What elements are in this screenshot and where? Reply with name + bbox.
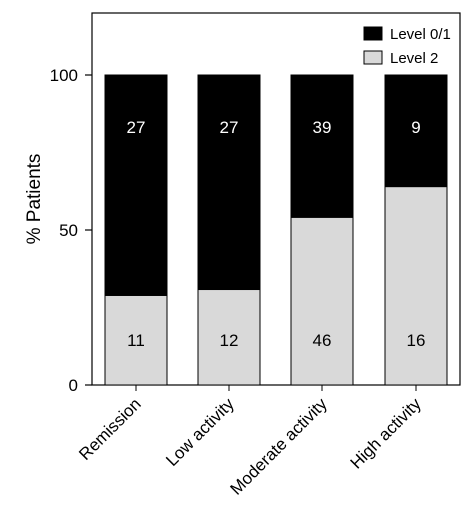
plot-frame [91,12,461,386]
legend-swatch-level-2 [363,50,383,65]
y-axis-label: % Patients [24,154,45,245]
legend: Level 0/1 Level 2 [363,26,451,67]
bar-segment-level-0-1-1 [197,74,261,291]
x-tick-label-0: Remission [75,394,145,464]
bar-segment-level-2-1 [197,289,261,386]
data-label-level-0-1-2: 39 [313,118,332,137]
x-tick-label-3: High activity [347,394,426,473]
legend-swatch-level-0-1 [363,26,383,41]
data-label-level-2-0: 11 [127,331,145,350]
y-axis: 0 50 100 [50,66,92,395]
bar-segment-level-0-1-0 [104,74,168,296]
bars-group: 11 27 12 27 46 39 16 9 [104,74,448,386]
y-tick-label-2: 100 [50,66,78,85]
legend-label-level-0-1: Level 0/1 [390,26,451,43]
x-tick-label-2: Moderate activity [227,394,332,499]
data-label-level-2-1: 12 [220,331,239,350]
bar-segment-level-0-1-3 [384,74,448,188]
y-tick-label-1: 50 [59,221,78,240]
data-label-level-0-1-1: 27 [220,118,239,137]
x-tick-label-1: Low activity [162,394,238,470]
data-label-level-2-3: 16 [407,331,426,350]
y-tick-label-0: 0 [69,376,78,395]
bar-segment-level-0-1-2 [290,74,354,218]
data-label-level-0-1-0: 27 [127,118,146,137]
data-label-level-2-2: 46 [313,331,332,350]
legend-label-level-2: Level 2 [390,50,438,67]
bar-segment-level-2-2 [290,216,354,386]
data-label-level-0-1-3: 9 [411,118,420,137]
bar-segment-level-2-3 [384,186,448,386]
